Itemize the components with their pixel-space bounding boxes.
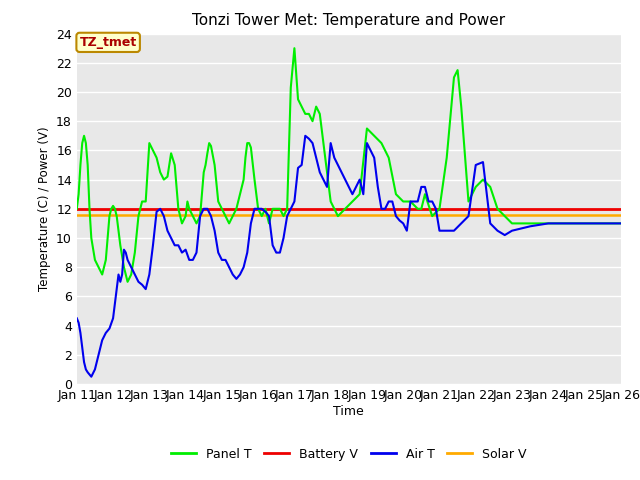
- Legend: Panel T, Battery V, Air T, Solar V: Panel T, Battery V, Air T, Solar V: [166, 443, 531, 466]
- Panel T: [312, 104, 320, 109]
- Title: Tonzi Tower Met: Temperature and Power: Tonzi Tower Met: Temperature and Power: [192, 13, 506, 28]
- Panel T: [617, 220, 625, 226]
- Air T: [617, 220, 625, 226]
- Air T: [508, 228, 516, 234]
- Y-axis label: Temperature (C) / Power (V): Temperature (C) / Power (V): [38, 127, 51, 291]
- Line: Air T: Air T: [77, 136, 621, 377]
- Line: Panel T: Panel T: [77, 48, 621, 282]
- Air T: [428, 199, 436, 204]
- Air T: [88, 374, 95, 380]
- Panel T: [186, 206, 193, 212]
- Panel T: [284, 206, 291, 212]
- Panel T: [417, 206, 425, 212]
- Air T: [301, 133, 309, 139]
- Air T: [156, 206, 164, 212]
- Panel T: [436, 206, 444, 212]
- Panel T: [291, 45, 298, 51]
- Air T: [443, 228, 451, 234]
- Text: TZ_tmet: TZ_tmet: [79, 36, 137, 49]
- Air T: [167, 235, 175, 241]
- Panel T: [501, 213, 509, 219]
- Air T: [330, 155, 338, 161]
- Air T: [73, 315, 81, 321]
- Panel T: [124, 279, 131, 285]
- X-axis label: Time: Time: [333, 405, 364, 418]
- Panel T: [73, 206, 81, 212]
